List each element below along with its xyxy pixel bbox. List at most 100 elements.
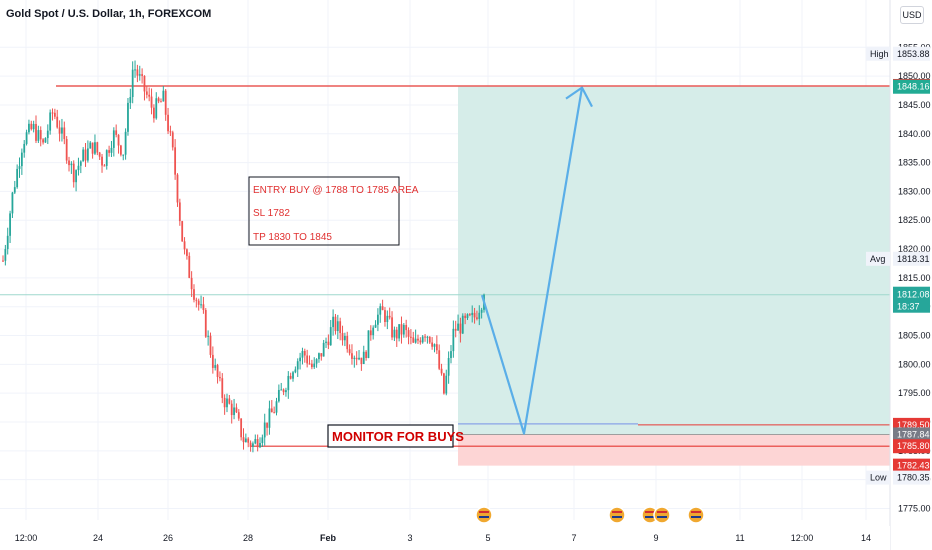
candle-body (450, 351, 452, 359)
candle-body (435, 344, 438, 351)
price-tag-box (893, 458, 930, 473)
candle-body (42, 139, 44, 143)
candle-body (299, 357, 301, 362)
candle-body (355, 357, 358, 360)
time-axis-bg (0, 526, 890, 550)
candle-body (367, 330, 370, 358)
candle-body (318, 353, 320, 360)
candle-body (28, 123, 30, 133)
price-tag-box (893, 79, 930, 94)
candle-body (329, 327, 332, 346)
projection-arrow (480, 86, 593, 435)
candle-body (247, 438, 250, 443)
flag-stripe-icon (612, 511, 622, 513)
candle-body (207, 335, 210, 337)
candle-body (136, 69, 139, 76)
candle-body (287, 375, 290, 391)
candle-body (127, 102, 129, 132)
candle-body (103, 165, 106, 167)
candle-body (56, 116, 59, 128)
candle-body (30, 123, 33, 130)
candle-body (341, 333, 344, 341)
profit-zone (458, 86, 890, 435)
time-tick-label: 5 (485, 533, 490, 543)
loss-zone (458, 434, 890, 466)
candle-body (445, 375, 448, 394)
note-line-3: TP 1830 TO 1845 (253, 232, 332, 243)
current-price-value: 1812.08 (897, 290, 930, 300)
candle-body (310, 363, 313, 368)
candle-body (223, 397, 226, 408)
candle-body (376, 314, 379, 325)
price-tag-box (893, 439, 930, 454)
candle-body (301, 351, 304, 358)
candle-body (65, 139, 68, 161)
candle-body (169, 131, 172, 133)
candle-body (61, 127, 63, 134)
candle-body (285, 390, 287, 393)
candle-body (428, 336, 431, 343)
candle-body (454, 328, 457, 331)
candle-body (211, 354, 214, 368)
monitor-label: MONITOR FOR BUYS (332, 429, 464, 444)
price-tag-value: 1785.80 (897, 441, 930, 451)
candle-body (174, 147, 177, 175)
candle-body (221, 378, 224, 398)
candle-body (296, 361, 299, 370)
price-tick-label: 1820.00 (898, 244, 931, 254)
candle-body (153, 107, 155, 119)
candle-body (292, 372, 294, 379)
candle-body (155, 98, 158, 119)
note-box[interactable] (248, 176, 400, 246)
candle-body (332, 316, 334, 328)
price-tick-label: 1815.00 (898, 273, 931, 283)
time-axis[interactable]: 12:00 24 26 28 Feb 3 5 7 9 11 12:00 14 (0, 526, 890, 550)
candle-body (261, 437, 264, 444)
candle-body (398, 324, 401, 339)
candle-body (414, 338, 417, 343)
candle-body (386, 315, 389, 323)
flag-stripe-icon (691, 516, 701, 518)
flag-stripe-icon (645, 511, 655, 513)
candle-body (204, 310, 207, 337)
candle-body (410, 336, 412, 338)
candle-body (188, 255, 191, 278)
candle-body (358, 357, 360, 360)
countdown-value: 18:37 (897, 302, 920, 312)
candle-body (84, 149, 87, 161)
candle-body (197, 300, 200, 305)
candle-body (2, 260, 4, 262)
candle-body (209, 335, 212, 355)
price-tags: 1853.88High1848.291848.161818.31Avg1789.… (866, 46, 930, 485)
projection-arrowhead (565, 86, 593, 108)
currency-button[interactable]: USD (900, 6, 924, 24)
candle-body (334, 316, 337, 332)
candle-body (426, 336, 429, 338)
candle-body (417, 338, 419, 341)
candle-body (150, 96, 153, 108)
candle-body (431, 342, 434, 347)
candle-body (4, 249, 7, 261)
candle-body (424, 336, 426, 338)
candle-body (476, 317, 478, 319)
candle-body (115, 130, 118, 135)
price-tag-value: 1818.31 (897, 254, 930, 264)
time-tick-label: 24 (93, 533, 103, 543)
candle-body (289, 375, 292, 379)
monitor-box[interactable] (327, 424, 454, 448)
candle-body (374, 324, 377, 328)
price-tag-value: 1789.50 (897, 420, 930, 430)
price-tag-box (893, 251, 930, 266)
candle-body (13, 187, 16, 193)
price-tick-label: 1830.00 (898, 186, 931, 196)
event-icon (653, 506, 671, 524)
candle-body (273, 412, 276, 414)
candle-body (91, 142, 94, 154)
price-tag-label: High (870, 49, 889, 59)
candle-body (219, 377, 221, 379)
candle-body (176, 174, 179, 203)
candle-body (348, 349, 351, 354)
candle-body (96, 142, 99, 153)
symbol-title[interactable]: Gold Spot / U.S. Dollar, 1h, FOREXCOM (6, 8, 212, 20)
